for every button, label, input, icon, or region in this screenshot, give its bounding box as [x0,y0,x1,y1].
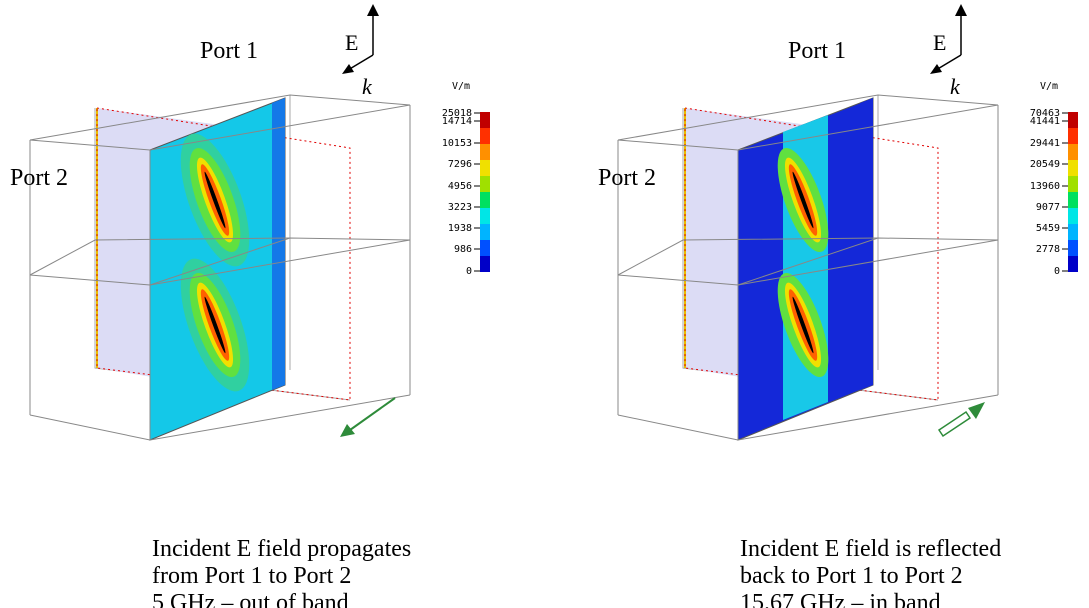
port2-label: Port 2 [598,165,656,191]
colorbar-cell [1068,224,1078,240]
figure: EkPort 1Port 2V/m25018147141015372964956… [0,0,1089,608]
colorbar-cell [1068,208,1078,224]
caption-line: Incident E field is reflected [740,536,1001,562]
colorbar-label: 0 [1054,266,1060,277]
colorbar-unit: V/m [452,81,470,92]
arrow-head [367,4,379,16]
k-axis [936,55,961,70]
caption-line: Incident E field propagates [152,536,411,562]
colorbar-cell [1068,176,1078,192]
colorbar-cell [1068,112,1078,128]
colorbar-label: 5459 [1036,223,1060,234]
field-stripe [860,98,873,390]
colorbar-cell [1068,256,1078,272]
arrow-head [340,424,355,437]
colorbar-cell [480,256,490,272]
e-label: E [345,30,358,55]
colorbar-cell [1068,128,1078,144]
colorbar-cell [480,160,490,176]
colorbar-label: 986 [454,244,472,255]
colorbar-label: 9077 [1036,202,1060,213]
colorbar-label: 7296 [448,159,472,170]
colorbar-label: 3223 [448,202,472,213]
colorbar-label: 41441 [1030,116,1060,127]
caption-line: 5 GHz – out of band [152,590,349,608]
port2-label: Port 2 [10,165,68,191]
field-plane [150,98,285,440]
colorbar-cell [1068,192,1078,208]
field-stripe [272,98,285,390]
colorbar-cell [480,144,490,160]
arrow-head [968,402,985,419]
colorbar-cell [1068,240,1078,256]
colorbar-label: 0 [466,266,472,277]
arrow-head [955,4,967,16]
caption-line: back to Port 1 to Port 2 [740,563,963,589]
colorbar-cell [480,240,490,256]
caption-line: 15.67 GHz – in band [740,590,941,608]
colorbar-unit: V/m [1040,81,1058,92]
k-axis [348,55,373,70]
colorbar-label: 14714 [442,116,472,127]
colorbar-label: 29441 [1030,138,1060,149]
k-label: k [362,74,373,99]
e-label: E [933,30,946,55]
port1-label: Port 1 [200,38,258,64]
colorbar-cell [480,208,490,224]
k-label: k [950,74,961,99]
colorbar-cell [480,176,490,192]
port1-label: Port 1 [788,38,846,64]
colorbar-label: 13960 [1030,181,1060,192]
caption-line: from Port 1 to Port 2 [152,563,351,589]
colorbar-cell [480,192,490,208]
colorbar-cell [480,128,490,144]
colorbar-cell [1068,144,1078,160]
propagation-arrow [350,398,395,430]
arrow-head [342,64,354,74]
colorbar-cell [1068,160,1078,176]
colorbar-label: 2778 [1036,244,1060,255]
arrow-head [930,64,942,74]
colorbar-cell [480,224,490,240]
colorbar-label: 20549 [1030,159,1060,170]
colorbar-cell [480,112,490,128]
colorbar-label: 10153 [442,138,472,149]
colorbar-label: 4956 [448,181,472,192]
propagation-arrow [939,412,970,436]
colorbar-label: 1938 [448,223,472,234]
